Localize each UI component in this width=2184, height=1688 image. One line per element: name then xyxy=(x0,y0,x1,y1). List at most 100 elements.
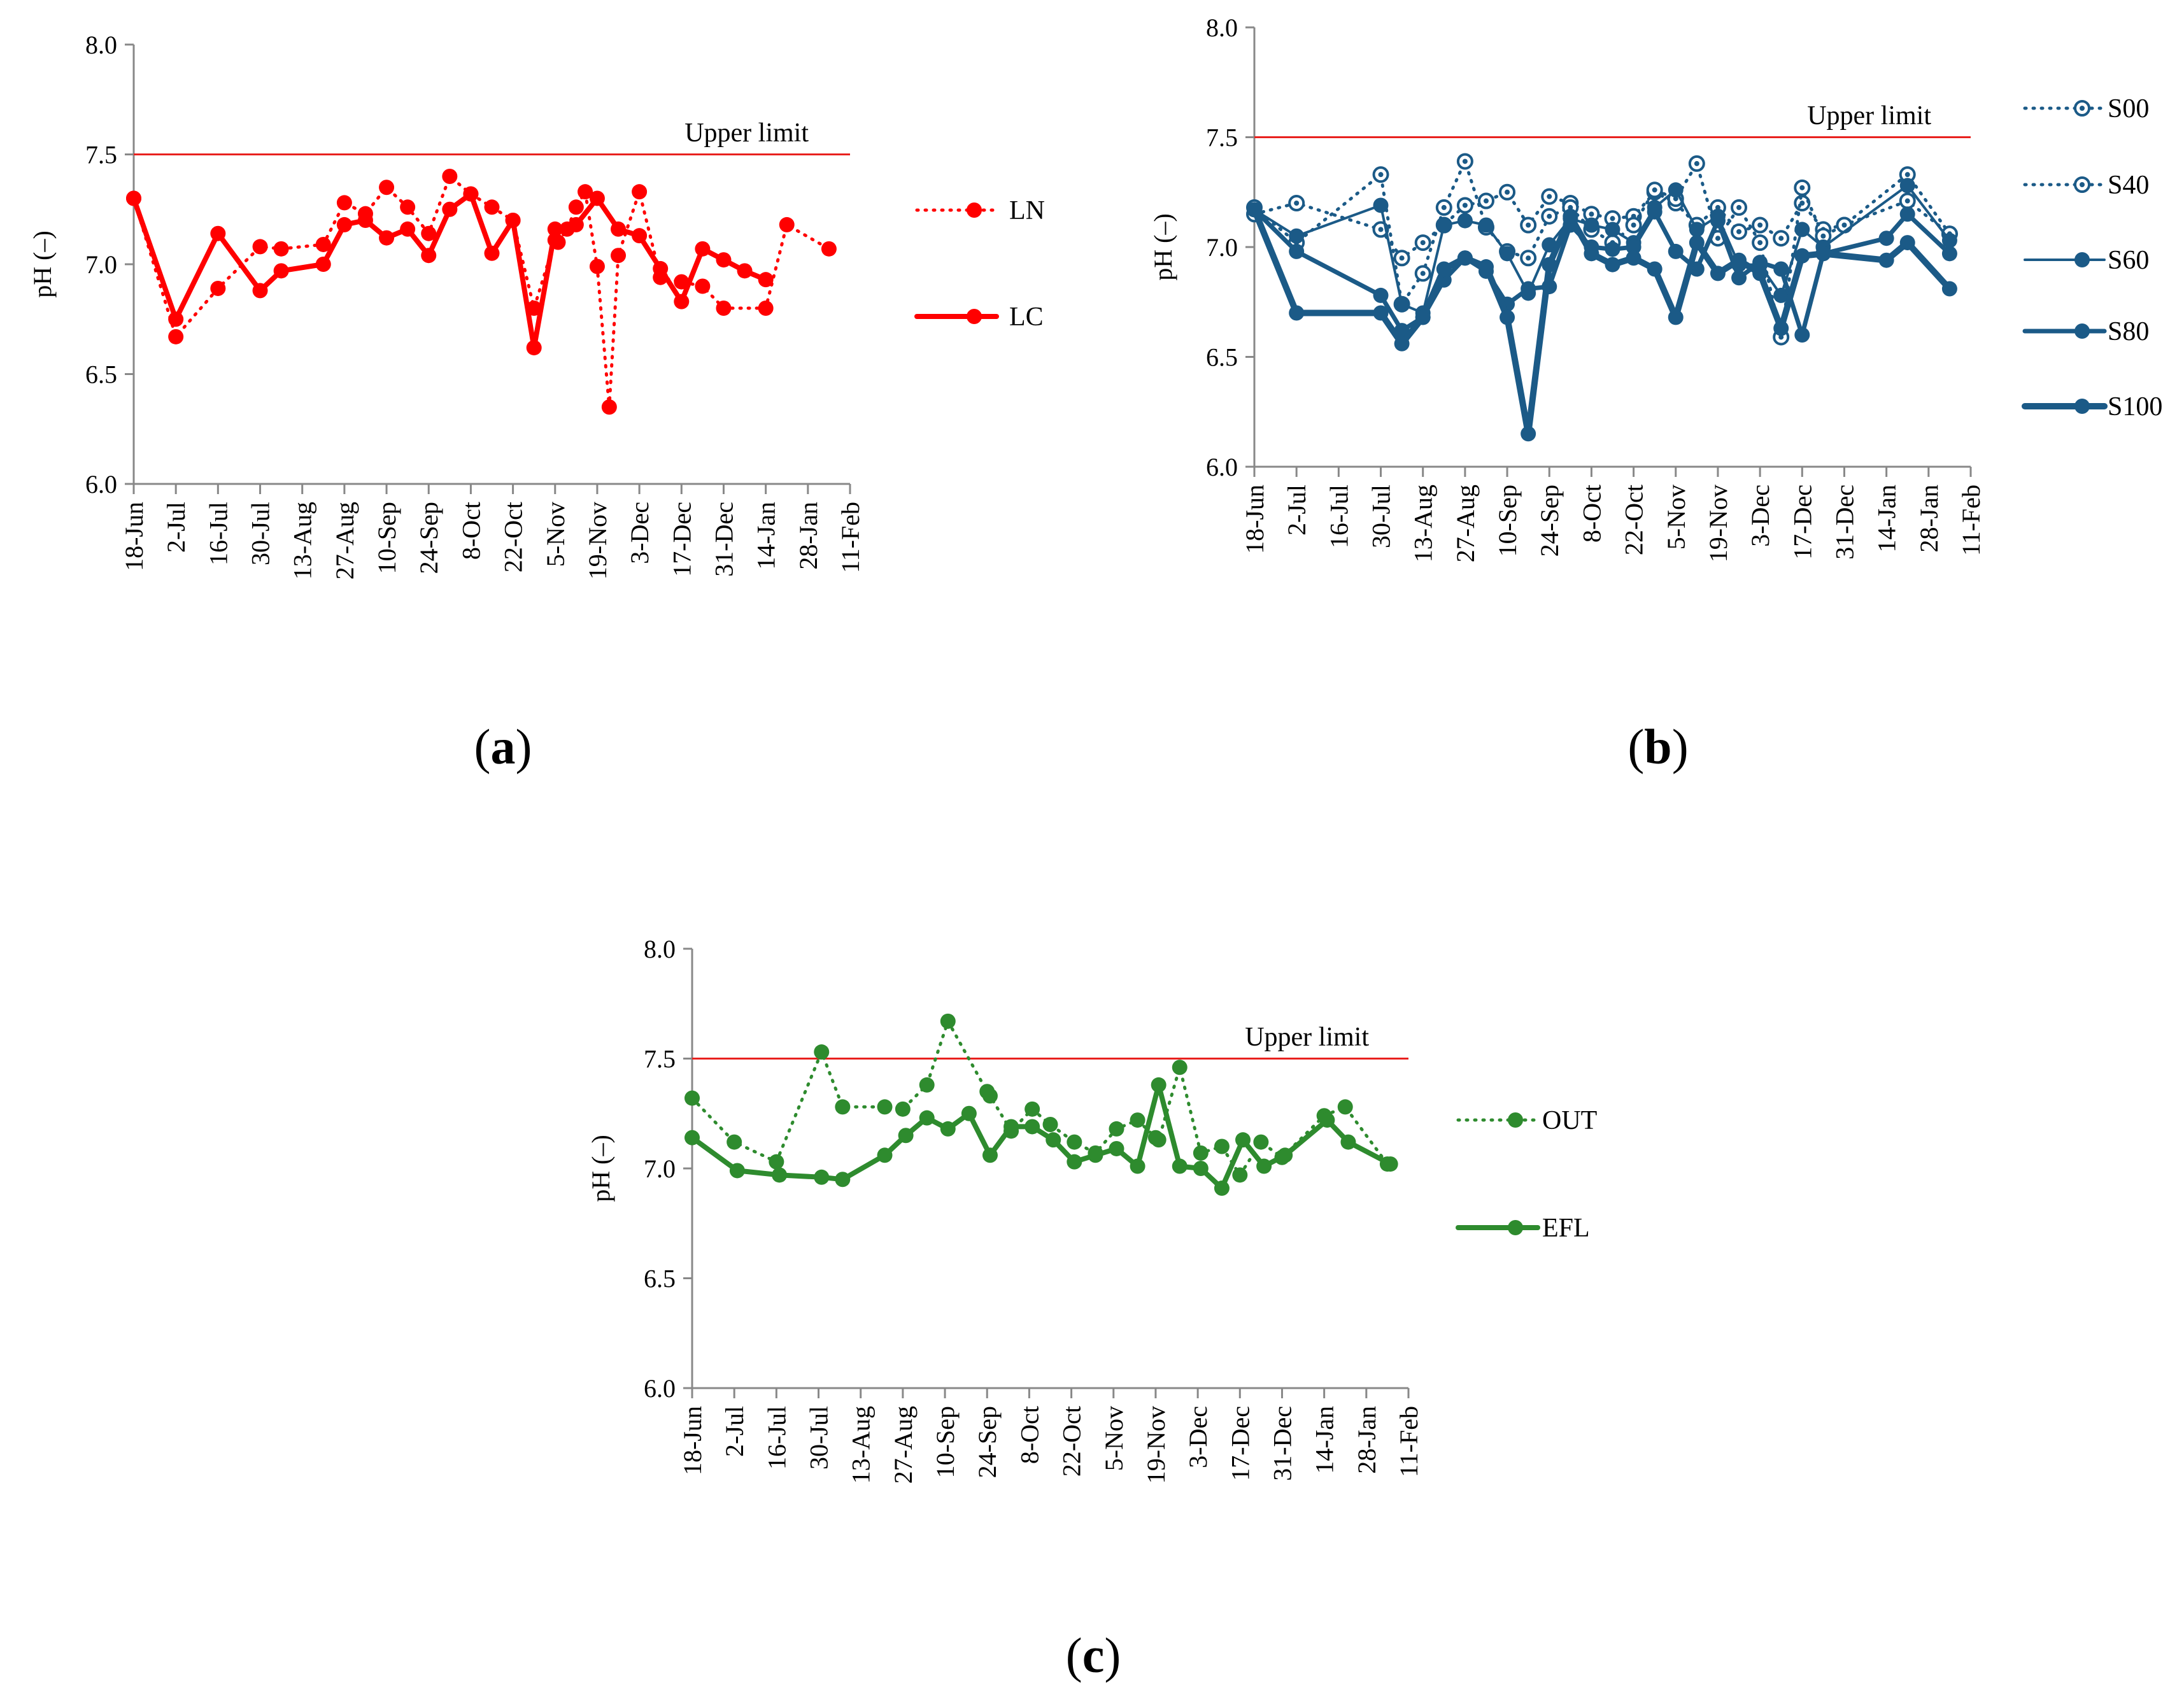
x-tick-label: 17-Dec xyxy=(1788,485,1817,560)
data-point xyxy=(210,280,226,296)
data-point xyxy=(1941,281,1957,297)
x-tick-label: 11-Feb xyxy=(836,502,865,573)
y-tick-label: 7.5 xyxy=(1206,124,1238,152)
data-point xyxy=(1151,1132,1166,1148)
data-point xyxy=(769,1154,784,1170)
x-tick-label: 11-Feb xyxy=(1957,485,1985,556)
x-tick-label: 31-Dec xyxy=(1268,1406,1296,1481)
data-point xyxy=(1042,1117,1058,1132)
data-point xyxy=(684,1130,700,1145)
data-point xyxy=(252,239,268,255)
data-point xyxy=(1941,246,1957,262)
data-point xyxy=(1436,261,1452,277)
data-point-center xyxy=(1526,222,1531,228)
data-point xyxy=(1794,222,1810,238)
data-point xyxy=(1247,202,1262,218)
x-tick-label: 24-Sep xyxy=(415,502,443,574)
data-point xyxy=(505,213,521,228)
data-point-center xyxy=(1547,213,1552,219)
data-point xyxy=(1289,243,1305,259)
data-point-center xyxy=(1526,255,1531,261)
data-point-center xyxy=(1904,172,1910,178)
data-point xyxy=(632,184,648,200)
data-point-center xyxy=(1462,202,1468,208)
x-tick-label: 3-Dec xyxy=(625,502,654,564)
y-axis-title: pH (–) xyxy=(586,1135,615,1202)
series-lc xyxy=(126,186,774,356)
y-tick-label: 6.0 xyxy=(644,1374,676,1403)
series-line-s100 xyxy=(1251,206,1953,437)
panel-label-b: (b) xyxy=(1627,719,1689,774)
data-point xyxy=(1214,1181,1230,1196)
data-point xyxy=(463,186,479,202)
x-tick-label: 13-Aug xyxy=(847,1406,876,1484)
data-point-center xyxy=(1715,236,1720,241)
chart-b: 6.0 6.5 7.0 7.5 8.0 pH (–) 18-Jun 2-Jul 16-Jul 30… xyxy=(1149,13,2162,562)
data-point-center xyxy=(1820,233,1826,239)
x-tick-label: 28-Jan xyxy=(794,502,823,570)
data-point xyxy=(421,225,437,241)
chart-c: 6.0 6.5 7.0 7.5 8.0 pH (–) 18-Jun 2-Jul 16-Jul 30… xyxy=(586,935,1597,1484)
data-point xyxy=(1457,250,1473,266)
x-tick-label: 11-Feb xyxy=(1394,1406,1423,1477)
legend-marker xyxy=(967,309,982,324)
data-point-center xyxy=(1378,227,1384,232)
series-s100 xyxy=(1247,202,1957,442)
y-tick-label: 6.0 xyxy=(85,470,117,499)
x-tick-label: 14-Jan xyxy=(752,502,781,570)
x-tick-label: 28-Jan xyxy=(1352,1406,1381,1474)
legend-entry-out: OUT xyxy=(1456,1106,1597,1135)
x-tick-label: 18-Jun xyxy=(120,502,148,571)
data-point xyxy=(1794,327,1810,343)
data-point xyxy=(1500,246,1515,262)
data-point xyxy=(442,201,458,217)
data-point xyxy=(568,216,584,232)
data-point xyxy=(1899,206,1915,222)
x-tick-label: 3-Dec xyxy=(1184,1406,1212,1468)
data-point xyxy=(1382,1156,1398,1172)
data-point xyxy=(695,278,711,294)
data-point xyxy=(758,272,774,288)
data-point xyxy=(919,1077,935,1093)
data-point xyxy=(940,1013,956,1029)
data-point xyxy=(589,190,605,206)
data-point xyxy=(895,1101,911,1117)
chart-a: 6.0 6.5 7.0 7.5 8.0 pH (–) 18-Jun 2-Jul 16-Jul 30… xyxy=(28,31,1045,579)
data-point xyxy=(729,1163,745,1179)
x-tick-label: 30-Jul xyxy=(246,502,275,565)
data-point-center xyxy=(1589,211,1594,217)
data-point xyxy=(252,283,268,299)
y-axis-title: pH (–) xyxy=(1149,213,1177,281)
data-point xyxy=(210,225,226,241)
data-point-center xyxy=(1399,255,1405,261)
data-point xyxy=(982,1147,998,1163)
data-point xyxy=(1214,1138,1230,1154)
data-point xyxy=(1500,309,1515,325)
data-point xyxy=(1584,246,1599,262)
x-tick-label: 28-Jan xyxy=(1915,485,1943,553)
x-tick-label: 22-Oct xyxy=(1058,1406,1086,1477)
x-tick-label: 5-Nov xyxy=(1100,1406,1128,1471)
data-point-center xyxy=(1736,204,1742,210)
data-point xyxy=(1088,1147,1103,1163)
data-point xyxy=(716,301,732,316)
data-point xyxy=(578,184,593,200)
data-point xyxy=(1794,248,1810,264)
data-point xyxy=(1109,1140,1124,1156)
x-tick-label: 27-Aug xyxy=(889,1406,918,1484)
data-point xyxy=(1130,1112,1145,1128)
x-tick-label: 17-Dec xyxy=(667,502,696,577)
data-point xyxy=(1415,309,1431,325)
x-tick-label: 16-Jul xyxy=(762,1406,791,1470)
data-point xyxy=(1710,213,1726,229)
data-point xyxy=(1878,252,1894,268)
data-point xyxy=(568,199,584,215)
data-point xyxy=(1899,235,1915,251)
x-tick-label: 16-Jul xyxy=(204,502,232,565)
x-tick-label: 19-Nov xyxy=(1142,1406,1170,1484)
legend-label: LN xyxy=(1009,196,1045,225)
data-point-center xyxy=(1420,271,1426,276)
data-point-center xyxy=(1441,204,1447,210)
y-tick-label: 6.5 xyxy=(1206,343,1238,372)
data-point xyxy=(940,1121,956,1137)
